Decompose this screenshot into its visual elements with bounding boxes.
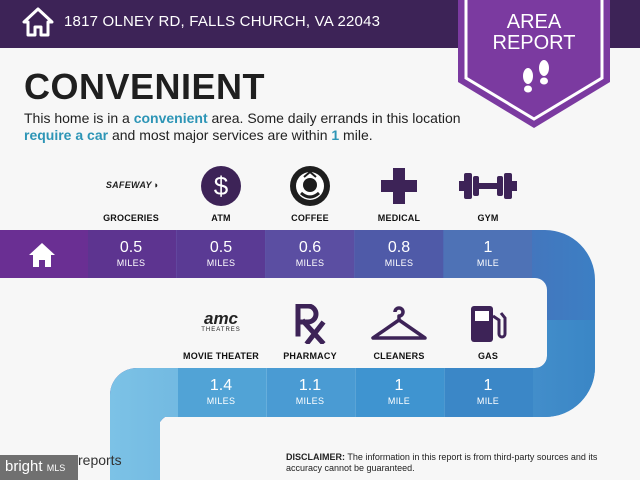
disclaimer-label: DISCLAIMER: [286, 452, 345, 462]
dumbbell-icon [444, 164, 532, 208]
hanger-icon [355, 302, 443, 346]
distance-unit: MILES [206, 396, 236, 406]
label-medical: MEDICAL [377, 213, 421, 223]
badge-line-1: AREA [506, 11, 562, 33]
distance-value: 1 [483, 377, 493, 394]
distance-unit: MILE [387, 396, 411, 406]
distance-medical: 0.8 MILES [355, 230, 443, 278]
desc-highlight-3: 1 [331, 127, 340, 143]
distance-unit: MILES [295, 258, 325, 268]
distance-value: 1.1 [298, 377, 322, 394]
watermark: bright MLS [0, 455, 78, 480]
desc-highlight-1: convenient [133, 110, 208, 126]
distance-groceries: 0.5 MILES [87, 230, 175, 278]
badge-title: AREA REPORT [458, 12, 610, 54]
label-gas: GAS [477, 351, 499, 361]
property-address: 1817 OLNEY RD, FALLS CHURCH, VA 22043 [64, 13, 381, 30]
distance-atm: 0.5 MILES [177, 230, 265, 278]
distance-unit: MILES [116, 258, 146, 268]
distance-movie-theater: 1.4 MILES [177, 368, 265, 416]
area-report-badge [458, 0, 610, 128]
safeway-logo-text: SAFEWAY [105, 180, 152, 190]
distance-gym: 1 MILE [444, 230, 532, 278]
distance-coffee: 0.6 MILES [266, 230, 354, 278]
distance-gas: 1 MILE [444, 368, 532, 416]
desc-highlight-2: require a car [24, 127, 109, 143]
distance-cleaners: 1 MILE [355, 368, 443, 416]
disclaimer: DISCLAIMER: The information in this repo… [286, 452, 626, 474]
desc-part-4: mile. [339, 127, 373, 143]
desc-part-2: area. Some daily errands in this locatio… [207, 110, 461, 126]
svg-text:$: $ [214, 171, 229, 201]
description: This home is in a convenient area. Some … [24, 110, 464, 144]
distance-pharmacy: 1.1 MILES [266, 368, 354, 416]
dollar-icon: $ [177, 164, 265, 208]
distance-unit: MILE [476, 258, 500, 268]
distance-value: 1 [394, 377, 404, 394]
footer-logo: reports [78, 452, 122, 468]
safeway-logo-icon: SAFEWAY ◑ [105, 180, 159, 190]
label-pharmacy: PHARMACY [283, 351, 337, 361]
desc-part-3: and most major services are within [108, 127, 332, 143]
start-home-icon [29, 243, 55, 267]
watermark-sub: MLS [46, 463, 66, 473]
label-movie-theater: MOVIE THEATER [183, 351, 259, 361]
label-groceries: GROCERIES [103, 213, 159, 223]
label-atm: ATM [211, 213, 231, 223]
label-coffee: COFFEE [291, 213, 329, 223]
distance-unit: MILES [206, 258, 236, 268]
rx-icon [266, 302, 354, 346]
footprints-icon [523, 60, 549, 93]
label-gym: GYM [477, 213, 499, 223]
disclaimer-text: The information in this report is from t… [286, 452, 598, 473]
badge-line-2: REPORT [492, 32, 576, 54]
page-title: CONVENIENT [24, 66, 266, 107]
gas-pump-icon [444, 302, 532, 346]
desc-part-1: This home is in a [24, 110, 134, 126]
distance-value: 0.6 [298, 239, 322, 256]
distance-unit: MILE [476, 396, 500, 406]
label-cleaners: CLEANERS [373, 351, 425, 361]
distance-value: 0.8 [387, 239, 411, 256]
distance-value: 0.5 [209, 239, 233, 256]
distance-value: 0.5 [119, 239, 143, 256]
distance-unit: MILES [384, 258, 414, 268]
distance-value: 1.4 [209, 377, 233, 394]
amc-logo-text: amc [203, 309, 239, 328]
watermark-text: bright [5, 458, 43, 475]
medical-cross-icon [355, 164, 443, 208]
home-icon [22, 7, 54, 37]
amc-logo-icon: amc THEATRES [177, 300, 265, 344]
starbucks-logo-icon [266, 164, 354, 208]
distance-unit: MILES [295, 396, 325, 406]
distance-value: 1 [483, 239, 493, 256]
amc-logo-sub: THEATRES [201, 327, 241, 333]
